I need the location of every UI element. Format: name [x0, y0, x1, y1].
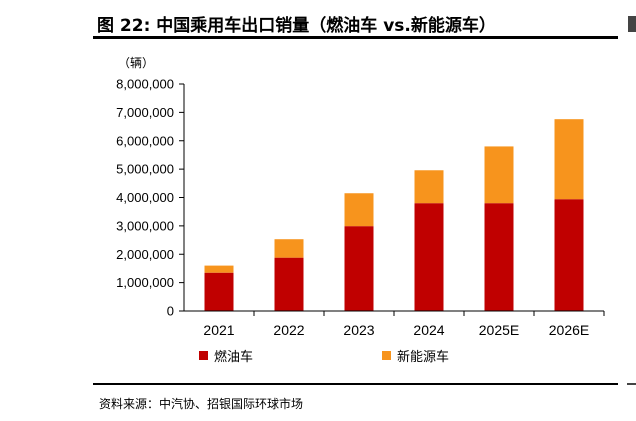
x-tick-label: 2026E [549, 322, 589, 338]
y-tick-label: 5,000,000 [116, 162, 174, 177]
y-tick-label: 2,000,000 [116, 247, 174, 262]
bar-nev-2021 [204, 265, 234, 273]
x-tick-label: 2022 [273, 322, 304, 338]
footer-rule [93, 383, 618, 385]
legend-label: 新能源车 [397, 349, 449, 365]
x-tick-label: 2025E [479, 322, 519, 338]
bar-ice-2022 [274, 257, 304, 311]
x-tick-label: 2023 [343, 322, 374, 338]
bar-nev-2025E [484, 146, 514, 204]
title-underline [93, 36, 618, 39]
legend-swatch [382, 351, 391, 360]
bar-nev-2022 [274, 239, 304, 258]
bar-ice-2023 [344, 226, 374, 311]
legend: 燃油车 新能源车 [199, 349, 449, 365]
bar-nev-2023 [344, 193, 374, 227]
adjacent-panel-edge [628, 16, 636, 32]
x-axis-ticks: 2021 2022 2023 2024 2025E 2026E [203, 311, 605, 338]
bar-group [204, 119, 584, 311]
y-tick-label: 3,000,000 [116, 218, 174, 233]
source-note: 资料来源：中汽协、招银国际环球市场 [99, 397, 304, 411]
y-tick-label: 8,000,000 [116, 77, 174, 92]
legend-swatch [199, 351, 208, 360]
bar-ice-2025E [484, 203, 514, 311]
legend-label: 燃油车 [214, 349, 253, 365]
bar-nev-2024 [414, 170, 444, 204]
y-tick-label: 6,000,000 [116, 133, 174, 148]
title-bar: 图 22: 中国乘用车出口销量（燃油车 vs.新能源车） [93, 7, 618, 37]
bar-ice-2024 [414, 203, 444, 311]
x-tick-label: 2024 [413, 322, 444, 338]
x-tick-label: 2021 [203, 322, 234, 338]
y-axis-ticks: 0 1,000,000 2,000,000 3,000,000 4,000,000 5,0… [116, 77, 184, 319]
y-tick-label: 0 [167, 304, 174, 319]
bar-ice-2021 [204, 272, 234, 311]
y-tick-label: 1,000,000 [116, 275, 174, 290]
y-tick-label: 7,000,000 [116, 105, 174, 120]
y-unit-label: （辆） [118, 56, 155, 70]
bar-nev-2026E [554, 119, 584, 200]
bar-ice-2026E [554, 199, 584, 311]
chart-title: 图 22: 中国乘用车出口销量（燃油车 vs.新能源车） [97, 16, 496, 36]
adjacent-panel-edge-bottom [627, 383, 636, 385]
y-tick-label: 4,000,000 [116, 190, 174, 205]
